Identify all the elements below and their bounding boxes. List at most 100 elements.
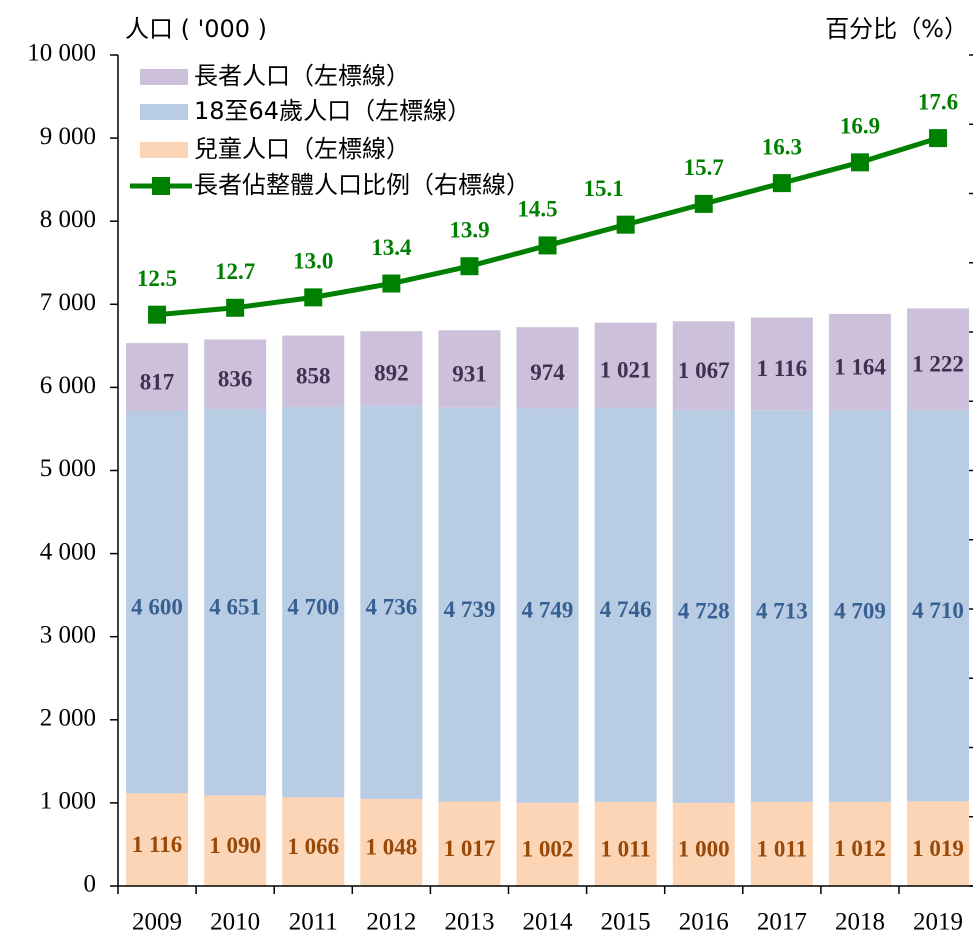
bar-segment [672, 410, 735, 803]
bar-segment [828, 313, 891, 411]
bar-segment [282, 797, 345, 886]
y-tick-label: 6 000 [40, 372, 96, 399]
y-tick-label: 0 [84, 871, 97, 898]
value-label: 817 [140, 369, 175, 394]
value-label: 4 700 [287, 594, 339, 619]
x-tick-label: 2013 [444, 909, 494, 935]
y2-axis-label: 百分比（%） [825, 15, 968, 43]
bar-segment [594, 322, 657, 408]
line-marker [850, 153, 869, 172]
value-label: 1 019 [912, 836, 964, 861]
x-tick-label: 2010 [210, 909, 260, 935]
x-tick-label: 2014 [523, 909, 574, 935]
line-marker [304, 288, 323, 307]
value-label: 1 012 [834, 836, 886, 861]
value-label: 1 222 [912, 351, 964, 376]
value-label: 4 749 [522, 598, 574, 623]
line-marker [694, 194, 713, 213]
y-tick-label: 3 000 [40, 621, 96, 648]
bar-segment [282, 406, 345, 798]
value-label: 1 011 [757, 836, 807, 861]
bar-segment [126, 793, 189, 886]
bar-segment [438, 801, 501, 886]
value-label: 4 709 [834, 599, 886, 624]
bar-segment [360, 405, 423, 799]
value-label: 1 116 [132, 832, 182, 857]
value-label: 13.4 [371, 235, 412, 260]
legend-swatch [140, 69, 188, 85]
value-label: 1 067 [678, 358, 730, 383]
value-label: 4 746 [600, 597, 652, 622]
line-marker [929, 129, 948, 148]
bar-segment [907, 409, 970, 802]
x-tick-label: 2016 [679, 909, 729, 935]
value-label: 836 [218, 366, 253, 391]
x-tick-label: 2018 [835, 909, 885, 935]
x-tick-label: 2012 [366, 909, 416, 935]
line-marker [538, 236, 557, 255]
value-label: 4 651 [209, 594, 261, 619]
y-tick-label: 1 000 [40, 788, 96, 815]
line-marker [616, 215, 635, 234]
y-tick-label: 5 000 [40, 455, 96, 482]
value-label: 15.7 [684, 155, 724, 180]
value-label: 1 021 [600, 357, 652, 382]
value-label: 858 [296, 363, 331, 388]
value-label: 12.5 [137, 266, 177, 291]
value-label: 14.5 [517, 197, 557, 222]
line-marker [460, 257, 479, 276]
legend-marker [152, 177, 170, 195]
value-label: 1 066 [287, 834, 339, 859]
bar-segment [516, 408, 579, 803]
value-label: 1 000 [678, 837, 730, 862]
legend-label: 長者人口（左標線） [194, 62, 410, 90]
value-label: 4 710 [912, 598, 964, 623]
value-label: 4 736 [365, 594, 417, 619]
x-tick-label: 2011 [289, 909, 338, 935]
value-label: 1 017 [444, 836, 496, 861]
value-label: 1 011 [600, 836, 650, 861]
bar-segment [907, 308, 970, 410]
line-marker [148, 305, 167, 324]
value-label: 12.7 [215, 259, 255, 284]
bar-segment [594, 801, 657, 886]
line [156, 135, 939, 318]
bar-segment [750, 801, 813, 886]
bar-segment [672, 321, 735, 411]
x-tick-label: 2015 [601, 909, 651, 935]
legend-swatch [140, 104, 188, 120]
legend-swatch [140, 142, 188, 158]
bar-segment [594, 407, 657, 802]
bar-segment [750, 410, 813, 802]
x-tick-label: 2017 [757, 909, 807, 935]
y-tick-label: 7 000 [40, 289, 96, 316]
bar-segment [828, 801, 891, 886]
bar-segment [828, 410, 891, 802]
bar-segment [126, 411, 189, 794]
line-marker [772, 174, 791, 193]
value-label: 1 164 [834, 355, 886, 380]
line-marker [226, 298, 245, 317]
value-label: 13.0 [293, 249, 333, 274]
value-label: 931 [452, 361, 487, 386]
value-label: 4 713 [756, 598, 808, 623]
bar-segment [126, 343, 189, 412]
y-tick-label: 4 000 [40, 538, 96, 565]
value-label: 1 090 [209, 833, 261, 858]
bar-segment [204, 408, 267, 796]
legend-label: 18至64歲人口（左標線） [194, 97, 471, 125]
x-tick-label: 2019 [913, 909, 963, 935]
bar-segment [672, 802, 735, 886]
value-label: 4 728 [678, 599, 730, 624]
bar-segment [282, 335, 345, 407]
bar-segment [907, 801, 970, 886]
value-label: 1 048 [365, 835, 417, 860]
value-label: 13.9 [449, 217, 489, 242]
value-label: 4 600 [131, 594, 183, 619]
value-label: 4 739 [444, 597, 496, 622]
value-label: 15.1 [584, 176, 624, 201]
bar-segment [360, 798, 423, 886]
bar-segment [360, 331, 423, 406]
